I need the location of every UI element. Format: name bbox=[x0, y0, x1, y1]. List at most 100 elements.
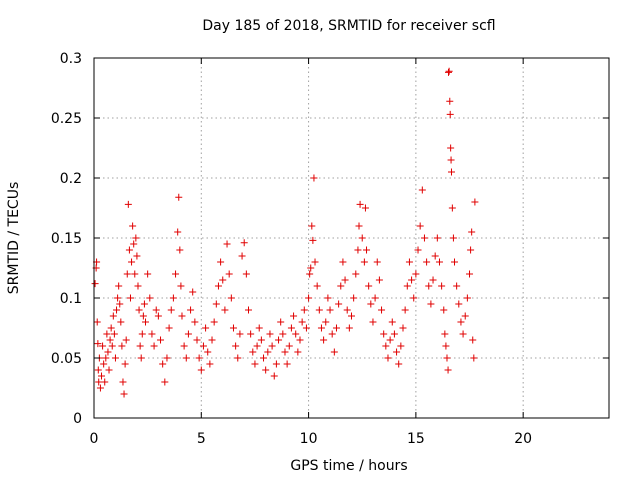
data-point bbox=[463, 294, 471, 302]
data-point bbox=[99, 342, 107, 350]
data-point bbox=[447, 156, 455, 164]
data-point bbox=[315, 306, 323, 314]
data-point bbox=[260, 354, 268, 362]
data-point bbox=[348, 312, 355, 320]
data-point bbox=[174, 228, 182, 236]
y-tick-label: 0.2 bbox=[60, 171, 82, 187]
data-point bbox=[197, 366, 205, 374]
data-point bbox=[221, 306, 229, 314]
data-point bbox=[435, 258, 443, 266]
x-tick-label: 0 bbox=[90, 431, 99, 447]
data-point bbox=[330, 348, 338, 356]
data-point bbox=[177, 282, 185, 290]
data-point bbox=[399, 324, 407, 332]
data-point bbox=[470, 354, 478, 362]
data-point bbox=[172, 270, 180, 278]
data-point bbox=[111, 354, 119, 362]
data-point bbox=[98, 372, 106, 380]
data-point bbox=[115, 282, 123, 290]
data-point bbox=[123, 270, 131, 278]
data-point bbox=[390, 330, 398, 338]
data-point bbox=[242, 270, 250, 278]
data-point bbox=[264, 348, 272, 356]
data-point bbox=[105, 366, 113, 374]
data-point bbox=[287, 324, 295, 332]
data-point bbox=[268, 342, 276, 350]
data-point bbox=[118, 342, 126, 350]
data-point bbox=[324, 294, 332, 302]
data-point bbox=[310, 174, 318, 182]
data-point bbox=[292, 330, 300, 338]
data-point bbox=[225, 270, 233, 278]
data-point bbox=[184, 330, 192, 338]
data-point bbox=[388, 318, 396, 326]
y-axis-label: SRMTID / TECUs bbox=[6, 182, 22, 295]
data-point bbox=[191, 318, 199, 326]
data-point bbox=[345, 324, 353, 332]
data-point bbox=[393, 348, 401, 356]
data-point bbox=[468, 228, 476, 236]
data-point bbox=[277, 318, 285, 326]
data-point bbox=[302, 324, 310, 332]
data-point bbox=[240, 239, 248, 247]
y-tick-label: 0.25 bbox=[51, 111, 82, 127]
data-point bbox=[109, 312, 117, 320]
data-point bbox=[401, 306, 409, 314]
data-point bbox=[117, 318, 125, 326]
data-point bbox=[93, 318, 101, 326]
data-point bbox=[412, 270, 420, 278]
data-point bbox=[328, 330, 336, 338]
data-point bbox=[106, 336, 114, 344]
data-point bbox=[306, 270, 314, 278]
data-point bbox=[373, 258, 381, 266]
data-point bbox=[279, 330, 287, 338]
data-point bbox=[217, 258, 225, 266]
data-point bbox=[176, 246, 184, 254]
data-point bbox=[214, 282, 222, 290]
data-point bbox=[275, 336, 283, 344]
data-point bbox=[210, 318, 218, 326]
data-point bbox=[395, 360, 403, 368]
data-point bbox=[140, 300, 148, 308]
data-point bbox=[257, 336, 265, 344]
data-point bbox=[371, 294, 379, 302]
data-point bbox=[152, 306, 160, 314]
data-point bbox=[169, 294, 177, 302]
data-point bbox=[107, 324, 115, 332]
data-point bbox=[408, 276, 416, 284]
data-point bbox=[361, 204, 369, 212]
data-point bbox=[358, 234, 366, 242]
data-point bbox=[429, 276, 437, 284]
data-point bbox=[180, 342, 188, 350]
data-point bbox=[386, 336, 394, 344]
data-point bbox=[130, 240, 138, 248]
y-tick-label: 0.3 bbox=[60, 51, 82, 67]
data-point bbox=[444, 68, 452, 76]
data-point bbox=[339, 258, 347, 266]
data-point bbox=[219, 276, 227, 284]
data-point bbox=[442, 342, 450, 350]
data-point bbox=[443, 354, 451, 362]
data-point bbox=[101, 378, 109, 386]
data-point bbox=[453, 282, 461, 290]
data-point bbox=[469, 336, 477, 344]
data-point bbox=[134, 282, 142, 290]
data-point bbox=[119, 378, 127, 386]
data-point bbox=[103, 330, 111, 338]
data-point bbox=[378, 306, 386, 314]
data-point bbox=[206, 360, 214, 368]
data-point bbox=[335, 300, 343, 308]
data-point bbox=[124, 200, 132, 208]
data-point bbox=[444, 366, 452, 374]
data-points bbox=[91, 67, 479, 398]
data-point bbox=[281, 348, 289, 356]
data-point bbox=[116, 300, 124, 308]
data-point bbox=[208, 336, 216, 344]
data-point bbox=[352, 270, 360, 278]
data-point bbox=[427, 300, 435, 308]
data-point bbox=[461, 312, 469, 320]
data-point bbox=[195, 354, 203, 362]
data-point bbox=[157, 336, 165, 344]
data-point bbox=[313, 282, 321, 290]
data-point bbox=[132, 234, 140, 242]
